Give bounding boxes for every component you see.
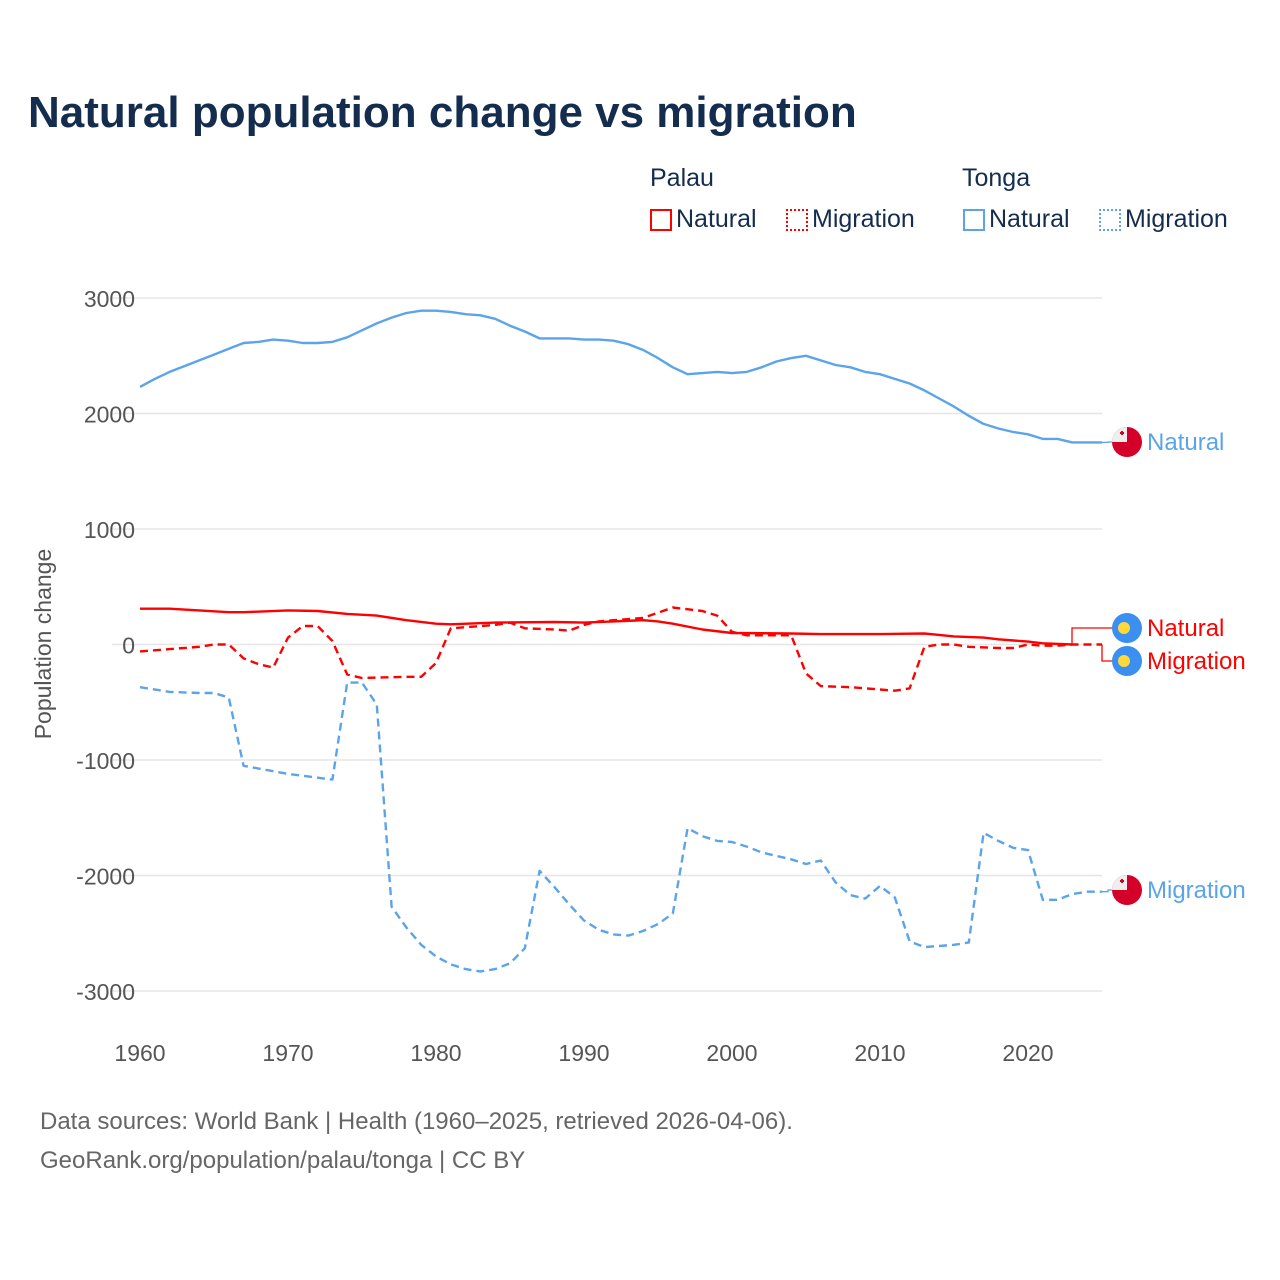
tonga-flag-icon xyxy=(1112,427,1142,457)
y-tick-label: 1000 xyxy=(84,517,135,543)
footer-sources: Data sources: World Bank | Health (1960–… xyxy=(40,1108,793,1135)
y-tick-label: 3000 xyxy=(84,286,135,312)
series-line-palau-migration xyxy=(139,606,1102,692)
legend-palau-natural[interactable]: Natural xyxy=(650,205,757,234)
legend-swatch-solid xyxy=(650,208,672,231)
legend-label: Migration xyxy=(1125,205,1228,233)
y-tick-label: -1000 xyxy=(76,748,135,774)
legend-swatch-dotted xyxy=(786,208,808,231)
series-end-label: Natural xyxy=(1147,429,1224,456)
legend-palau-migration[interactable]: Migration xyxy=(786,205,915,234)
palau-flag-icon xyxy=(1112,613,1142,643)
x-tick-label: 1960 xyxy=(114,1040,165,1066)
x-tick-label: 2010 xyxy=(854,1040,905,1066)
legend-group-tonga: Tonga xyxy=(962,164,1031,192)
legend-swatch-solid xyxy=(963,208,985,231)
label-connector xyxy=(1101,644,1113,662)
y-axis-label: Population change xyxy=(30,549,56,740)
x-tick-label: 2000 xyxy=(706,1040,757,1066)
legend-label: Migration xyxy=(812,205,915,233)
y-tick-label: 0 xyxy=(122,633,135,659)
label-connector xyxy=(1071,627,1113,646)
x-tick-label: 2020 xyxy=(1002,1040,1053,1066)
y-tick-label: -3000 xyxy=(76,979,135,1005)
chart-title: Natural population change vs migration xyxy=(28,88,857,137)
legend-group-palau: Palau xyxy=(650,164,714,192)
series-end-label: Migration xyxy=(1147,877,1246,904)
label-connector xyxy=(1102,889,1113,893)
series-line-palau-natural xyxy=(140,607,1073,646)
x-tick-label: 1980 xyxy=(410,1040,461,1066)
legend-label: Natural xyxy=(676,205,757,233)
series-end-label: Migration xyxy=(1147,648,1246,675)
palau-flag-icon xyxy=(1112,646,1142,676)
x-tick-label: 1970 xyxy=(262,1040,313,1066)
legend-tonga-migration[interactable]: Migration xyxy=(1099,205,1228,234)
y-tick-label: 2000 xyxy=(84,402,135,428)
series-end-label: Natural xyxy=(1147,615,1224,642)
x-tick-label: 1990 xyxy=(558,1040,609,1066)
tonga-flag-icon xyxy=(1112,875,1142,905)
series-line-tonga-migration xyxy=(139,681,1102,973)
legend-tonga-natural[interactable]: Natural xyxy=(963,205,1070,234)
y-tick-label: -2000 xyxy=(76,864,135,890)
footer-link[interactable]: GeoRank.org/population/palau/tonga | CC … xyxy=(40,1147,526,1174)
legend-swatch-dotted xyxy=(1099,208,1121,231)
legend-label: Natural xyxy=(989,205,1070,233)
series-line-tonga-natural xyxy=(139,309,1102,444)
